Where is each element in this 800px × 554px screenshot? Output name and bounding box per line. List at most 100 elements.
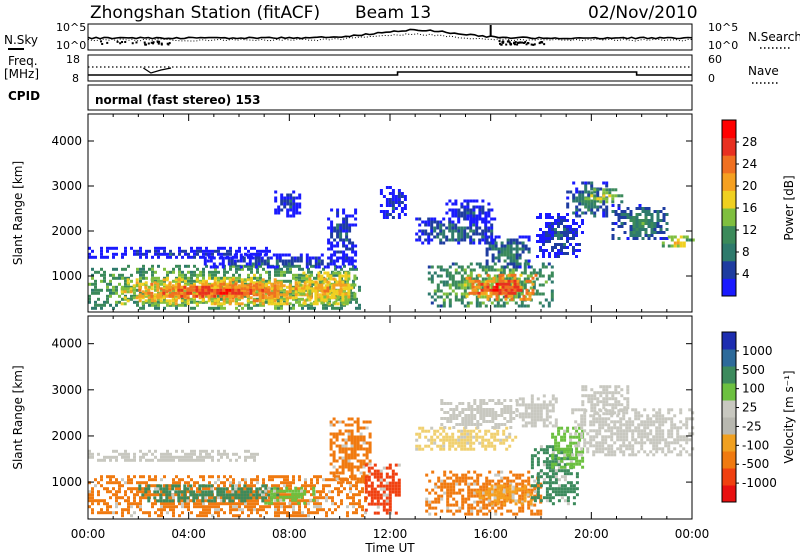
data-cell <box>448 229 452 233</box>
data-cell <box>328 285 331 289</box>
data-cell <box>196 499 199 503</box>
data-cell <box>127 452 130 456</box>
data-cell <box>472 229 476 233</box>
data-cell <box>454 271 458 275</box>
data-cell <box>154 475 157 479</box>
data-cell <box>283 493 286 497</box>
data-cell <box>151 502 154 506</box>
data-cell <box>157 508 160 512</box>
data-cell <box>235 264 238 268</box>
data-cell <box>463 208 467 212</box>
data-cell <box>463 211 467 215</box>
data-cell <box>527 247 531 251</box>
data-cell <box>139 276 142 280</box>
data-cell <box>367 475 371 479</box>
data-cell <box>359 480 363 484</box>
data-cell <box>347 453 351 457</box>
data-cell <box>148 458 151 462</box>
data-cell <box>216 299 220 303</box>
data-cell <box>231 484 235 488</box>
data-cell <box>322 490 325 494</box>
data-cell <box>364 496 368 500</box>
data-cell <box>338 292 342 296</box>
data-cell <box>545 493 549 497</box>
data-cell <box>332 471 336 475</box>
data-cell <box>617 213 621 216</box>
data-cell <box>481 286 485 290</box>
data-cell <box>473 494 477 498</box>
power-plot <box>88 181 695 310</box>
data-cell <box>342 217 346 221</box>
data-cell <box>261 302 265 306</box>
data-cell <box>391 210 395 213</box>
data-cell <box>511 268 515 272</box>
data-cell <box>439 304 443 308</box>
data-cell <box>332 417 336 421</box>
data-cell <box>238 264 241 268</box>
data-cell <box>218 256 222 260</box>
data-cell <box>329 262 333 266</box>
data-cell <box>515 482 519 486</box>
data-cell <box>478 226 482 230</box>
data-cell <box>493 499 497 503</box>
data-cell <box>515 247 519 251</box>
data-cell <box>430 217 434 221</box>
data-cell <box>333 244 337 248</box>
data-cell <box>638 231 642 234</box>
data-cell <box>439 229 443 233</box>
data-cell <box>584 200 588 204</box>
data-cell <box>220 306 223 310</box>
data-cell <box>124 493 127 497</box>
data-cell <box>515 238 519 242</box>
data-cell <box>461 497 465 501</box>
data-cell <box>319 490 322 494</box>
data-cell <box>370 502 374 506</box>
data-cell <box>454 214 458 218</box>
data-cell <box>115 481 118 485</box>
data-cell <box>299 253 303 257</box>
data-cell <box>133 288 136 292</box>
data-cell <box>468 279 472 283</box>
data-cell <box>451 277 455 281</box>
data-cell <box>228 299 232 303</box>
data-cell <box>193 273 196 277</box>
data-cell <box>353 292 357 296</box>
data-cell <box>190 297 193 301</box>
data-cell <box>451 226 455 230</box>
data-cell <box>196 487 199 491</box>
data-cell <box>308 280 312 284</box>
data-cell <box>229 484 232 488</box>
data-cell <box>225 288 229 292</box>
data-cell <box>342 220 346 224</box>
data-cell <box>350 262 354 266</box>
data-cell <box>530 496 534 500</box>
data-cell <box>231 499 235 503</box>
data-cell <box>659 237 663 240</box>
data-cell <box>202 270 205 274</box>
data-cell <box>362 465 366 469</box>
data-cell <box>451 229 455 233</box>
data-cell <box>550 295 554 299</box>
data-cell <box>118 300 121 304</box>
data-cell <box>238 484 241 488</box>
data-cell <box>223 481 226 485</box>
data-cell <box>216 288 220 292</box>
data-cell <box>514 268 518 272</box>
data-cell <box>466 226 470 230</box>
data-cell <box>566 213 569 216</box>
data-cell <box>160 511 163 515</box>
data-cell <box>510 279 514 283</box>
data-cell <box>347 465 351 469</box>
data-cell <box>545 237 548 240</box>
data-cell <box>518 256 522 260</box>
data-cell <box>235 505 238 509</box>
data-cell <box>454 280 458 284</box>
data-cell <box>175 505 178 509</box>
data-cell <box>491 500 495 504</box>
data-cell <box>342 208 346 212</box>
data-cell <box>373 487 377 491</box>
data-cell <box>97 493 100 497</box>
data-cell <box>124 246 127 250</box>
data-cell <box>370 484 374 488</box>
data-cell <box>289 196 293 200</box>
